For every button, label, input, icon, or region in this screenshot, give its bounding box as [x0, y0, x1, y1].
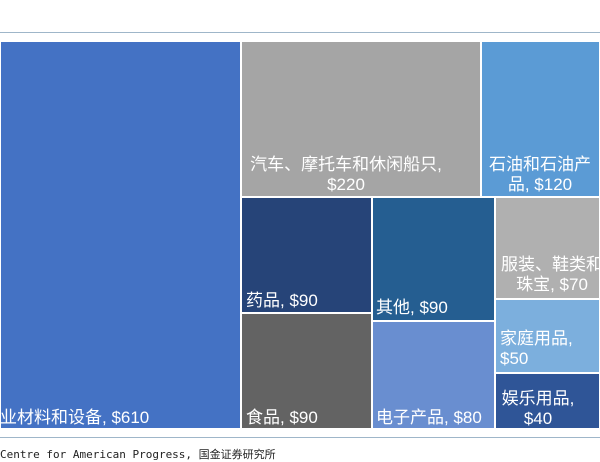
treemap-tile-label: 品, $120: [508, 175, 572, 194]
treemap-tile-label: 电子产品, $80: [376, 408, 482, 427]
treemap-tile-rect: [0, 40, 242, 430]
treemap-tile-label: 食品, $90: [246, 408, 318, 427]
treemap-tile: 食品, $90: [240, 312, 373, 430]
treemap-tile: 汽车、摩托车和休闲船只,$220: [240, 40, 482, 198]
treemap-tile: 电子产品, $80: [371, 320, 496, 430]
source-note: Centre for American Progress, 国金证券研究所: [0, 448, 276, 461]
treemap-tile-rect: [494, 372, 600, 430]
treemap-tile: 家庭用品,$50: [494, 298, 600, 374]
treemap-tile-label: $40: [524, 409, 552, 428]
treemap-tile-label: 石油和石油产: [489, 155, 591, 174]
treemap-tile-label: $50: [500, 349, 528, 368]
treemap-tile: 药品, $90: [240, 196, 373, 314]
treemap-tile-label: 药品, $90: [246, 291, 318, 310]
treemap-tile-label: 服装、鞋类和: [501, 255, 600, 274]
treemap-tile: 其他, $90: [371, 196, 496, 322]
treemap-tile-label: $220: [327, 175, 365, 194]
treemap-tile-label: 珠宝, $70: [516, 275, 588, 294]
treemap-tile-label: 娱乐用品,: [502, 389, 575, 408]
treemap-tile-label: 汽车、摩托车和休闲船只,: [250, 155, 442, 174]
treemap-tile-label: 业材料和设备, $610: [0, 408, 149, 427]
treemap-tile: 业材料和设备, $610: [0, 40, 242, 430]
treemap-tile-label: 家庭用品,: [500, 329, 573, 348]
treemap-tile: 娱乐用品,$40: [494, 372, 600, 430]
treemap-tile-label: 其他, $90: [376, 298, 448, 317]
treemap-tile-rect: [240, 40, 482, 198]
